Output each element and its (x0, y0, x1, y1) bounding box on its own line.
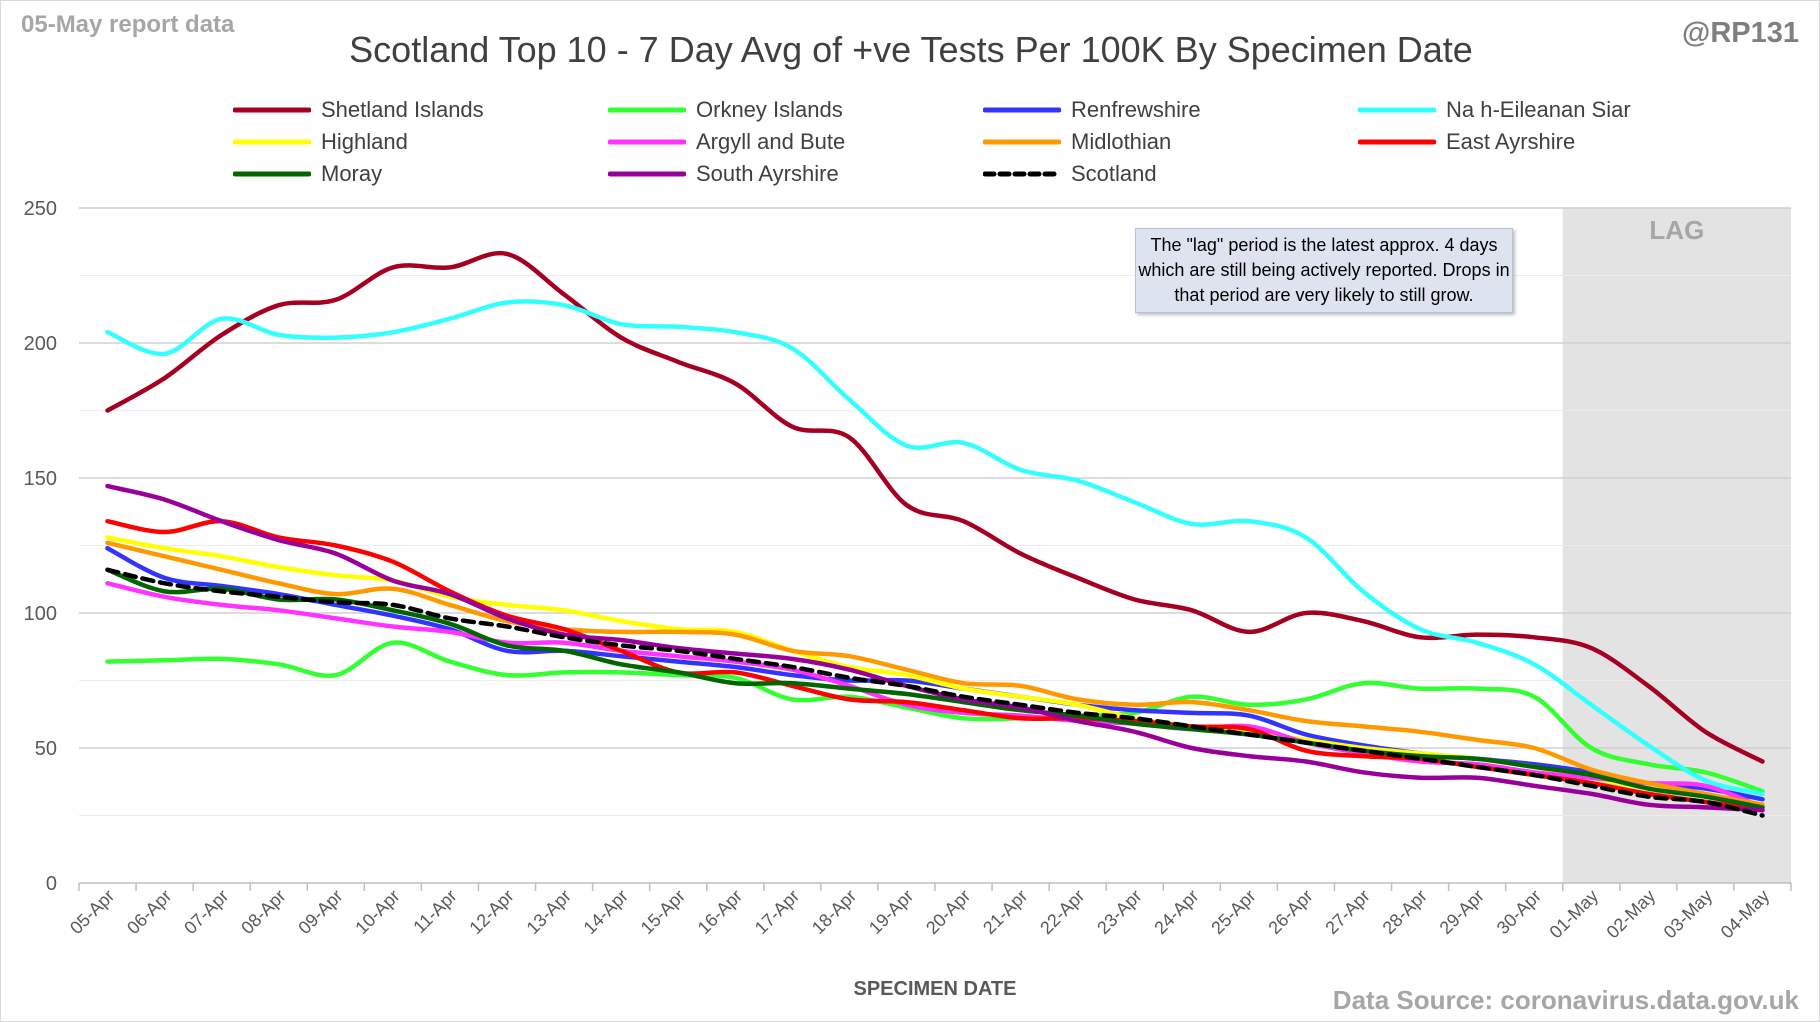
y-tick-label: 100 (24, 603, 57, 625)
x-tick-label: 24-Apr (1150, 886, 1202, 938)
x-tick-label: 20-Apr (922, 886, 974, 938)
legend-item-shetland-islands: Shetland Islands (233, 95, 484, 125)
series-line-midlothian (105, 540, 1765, 807)
series-line-moray (105, 567, 1765, 810)
lag-annotation-note: The "lag" period is the latest approx. 4… (1135, 228, 1513, 313)
legend-item-scotland: Scotland (983, 159, 1157, 189)
legend-item-south-ayrshire: South Ayrshire (608, 159, 839, 189)
x-tick-label: 17-Apr (751, 886, 803, 938)
y-tick-label: 0 (46, 873, 57, 895)
x-tick-label: 16-Apr (694, 886, 746, 938)
lag-label: LAG (1649, 215, 1704, 245)
x-tick-label: 26-Apr (1264, 886, 1316, 938)
legend-item-east-ayrshire: East Ayrshire (1358, 127, 1575, 157)
legend-label: East Ayrshire (1446, 129, 1576, 154)
legend-item-moray: Moray (233, 159, 382, 189)
x-tick-label: 15-Apr (637, 886, 689, 938)
y-tick-label: 50 (35, 738, 57, 760)
x-tick-label: 01-May (1546, 886, 1603, 943)
report-date-label: 05-May report data (21, 11, 235, 38)
legend-swatch (983, 171, 1061, 177)
series-line-na-h-eileanan-siar (105, 299, 1765, 797)
x-tick-label: 12-Apr (465, 886, 517, 938)
chart-title: Scotland Top 10 - 7 Day Avg of +ve Tests… (349, 29, 1473, 70)
y-tick-label: 250 (24, 198, 57, 220)
x-tick-label: 18-Apr (808, 886, 860, 938)
legend-label: Midlothian (1071, 129, 1172, 154)
legend-label: Highland (321, 129, 408, 154)
x-axis-title: SPECIMEN DATE (854, 978, 1017, 1000)
legend-label: Orkney Islands (696, 97, 843, 122)
series-line-orkney-islands (105, 640, 1765, 794)
x-tick-label: 23-Apr (1093, 886, 1145, 938)
x-tick-label: 03-May (1660, 886, 1717, 943)
x-tick-label: 07-Apr (180, 886, 232, 938)
legend-swatch (608, 107, 686, 113)
x-tick-label: 28-Apr (1379, 886, 1431, 938)
legend-label: Shetland Islands (321, 97, 484, 122)
x-tick-label: 02-May (1603, 886, 1660, 943)
legend-item-renfrewshire: Renfrewshire (983, 95, 1201, 125)
x-tick-label: 19-Apr (865, 886, 917, 938)
x-tick-label: 27-Apr (1321, 886, 1373, 938)
legend-swatch (608, 139, 686, 145)
author-handle: @RP131 (1682, 17, 1799, 49)
legend-swatch (983, 107, 1061, 113)
legend-item-highland: Highland (233, 127, 408, 157)
legend-swatch (1358, 107, 1436, 113)
x-tick-label: 05-Apr (66, 886, 118, 938)
x-tick-label: 11-Apr (409, 886, 460, 937)
legend-swatch (1358, 139, 1436, 145)
legend-item-midlothian: Midlothian (983, 127, 1171, 157)
legend-label: Scotland (1071, 161, 1157, 186)
legend-swatch (233, 171, 311, 177)
x-tick-label: 21-Apr (979, 886, 1031, 938)
x-tick-label: 06-Apr (123, 886, 175, 938)
legend-label: Argyll and Bute (696, 129, 846, 154)
x-tick-label: 09-Apr (294, 886, 346, 938)
legend-swatch (608, 171, 686, 177)
y-tick-label: 150 (24, 468, 57, 490)
series-line-shetland-islands (105, 250, 1765, 764)
x-tick-label: 13-Apr (523, 886, 575, 938)
x-tick-label: 04-May (1717, 886, 1774, 943)
y-tick-label: 200 (24, 333, 57, 355)
series-line-argyll-and-bute (105, 581, 1765, 810)
series-line-scotland (105, 567, 1765, 818)
legend-swatch (233, 139, 311, 145)
x-tick-label: 08-Apr (237, 886, 289, 938)
legend-item-orkney-islands: Orkney Islands (608, 95, 843, 125)
x-tick-label: 30-Apr (1493, 886, 1545, 938)
legend-swatch (233, 107, 311, 113)
legend-label: Renfrewshire (1071, 97, 1201, 122)
x-tick-label: 25-Apr (1207, 886, 1259, 938)
legend-label: Moray (321, 161, 383, 186)
x-tick-label: 22-Apr (1036, 886, 1088, 938)
x-tick-label: 29-Apr (1436, 886, 1488, 938)
legend-label: South Ayrshire (696, 161, 839, 186)
x-tick-label: 10-Apr (351, 886, 403, 938)
data-source-label: Data Source: coronavirus.data.gov.uk (1332, 985, 1799, 1015)
legend-swatch (983, 139, 1061, 145)
legend-item-argyll-and-bute: Argyll and Bute (608, 127, 845, 157)
legend-item-na-h-eileanan-siar: Na h-Eileanan Siar (1358, 95, 1631, 125)
legend-label: Na h-Eileanan Siar (1446, 97, 1631, 122)
x-tick-label: 14-Apr (580, 886, 632, 938)
